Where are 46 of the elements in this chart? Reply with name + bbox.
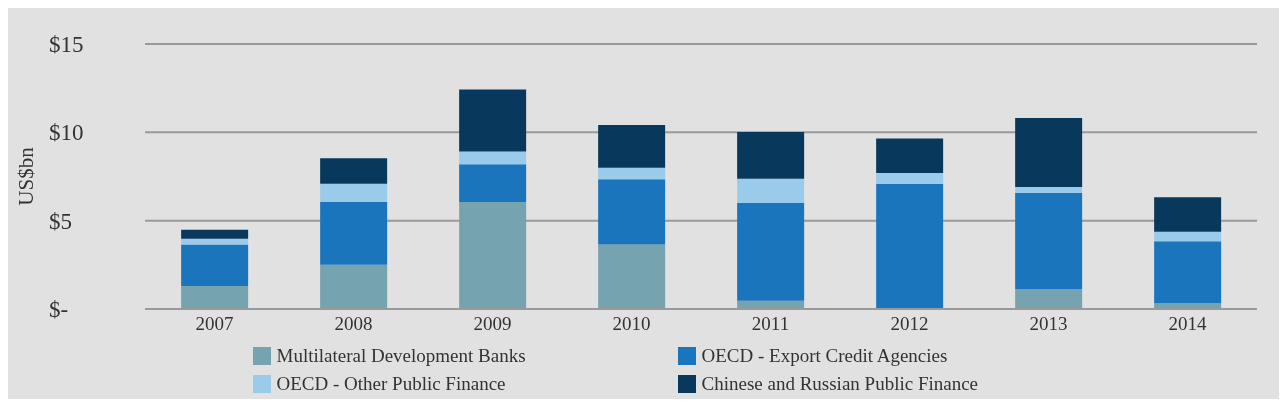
bar — [598, 167, 666, 180]
bar — [598, 124, 666, 168]
x-tick-label: 2011 — [751, 313, 790, 335]
bar — [876, 172, 944, 184]
bar — [320, 202, 388, 265]
x-tick-label: 2009 — [473, 313, 512, 335]
y-tick-label: $15 — [49, 32, 84, 58]
y-axis-title: US$bn — [14, 146, 39, 206]
bar — [598, 179, 666, 245]
bar — [459, 89, 527, 152]
bar — [181, 238, 249, 245]
legend-label: OECD - Other Public Finance — [276, 373, 506, 395]
bar — [181, 244, 249, 287]
x-tick-label: 2014 — [1168, 313, 1207, 335]
bar — [737, 131, 805, 179]
legend-label: OECD - Export Credit Agencies — [701, 345, 948, 367]
bar — [320, 158, 388, 184]
bar — [1154, 231, 1222, 242]
bar — [1154, 197, 1222, 232]
bar — [459, 202, 527, 309]
legend-label: Chinese and Russian Public Finance — [701, 373, 979, 395]
bar — [598, 244, 666, 309]
bar — [1015, 118, 1083, 187]
bar — [876, 138, 944, 173]
bar — [737, 203, 805, 301]
x-tick-label: 2007 — [195, 313, 234, 335]
bar — [876, 183, 944, 309]
bar — [181, 286, 249, 309]
bar — [1015, 289, 1083, 309]
y-tick-label: $5 — [49, 208, 72, 234]
bar — [320, 264, 388, 309]
bar — [181, 229, 249, 239]
bar — [737, 178, 805, 203]
x-tick-label: 2013 — [1029, 313, 1068, 335]
bar — [1015, 186, 1083, 193]
bar — [1154, 241, 1222, 304]
bar — [1015, 192, 1083, 290]
x-tick-label: 2012 — [890, 313, 929, 335]
y-tick-label: $- — [49, 297, 69, 323]
x-tick-label: 2008 — [334, 313, 373, 335]
legend-label: Multilateral Development Banks — [276, 345, 526, 367]
bar — [459, 164, 527, 203]
x-tick-label: 2010 — [612, 313, 651, 335]
bar — [459, 151, 527, 165]
bar — [320, 183, 388, 203]
y-tick-label: $10 — [49, 120, 84, 146]
